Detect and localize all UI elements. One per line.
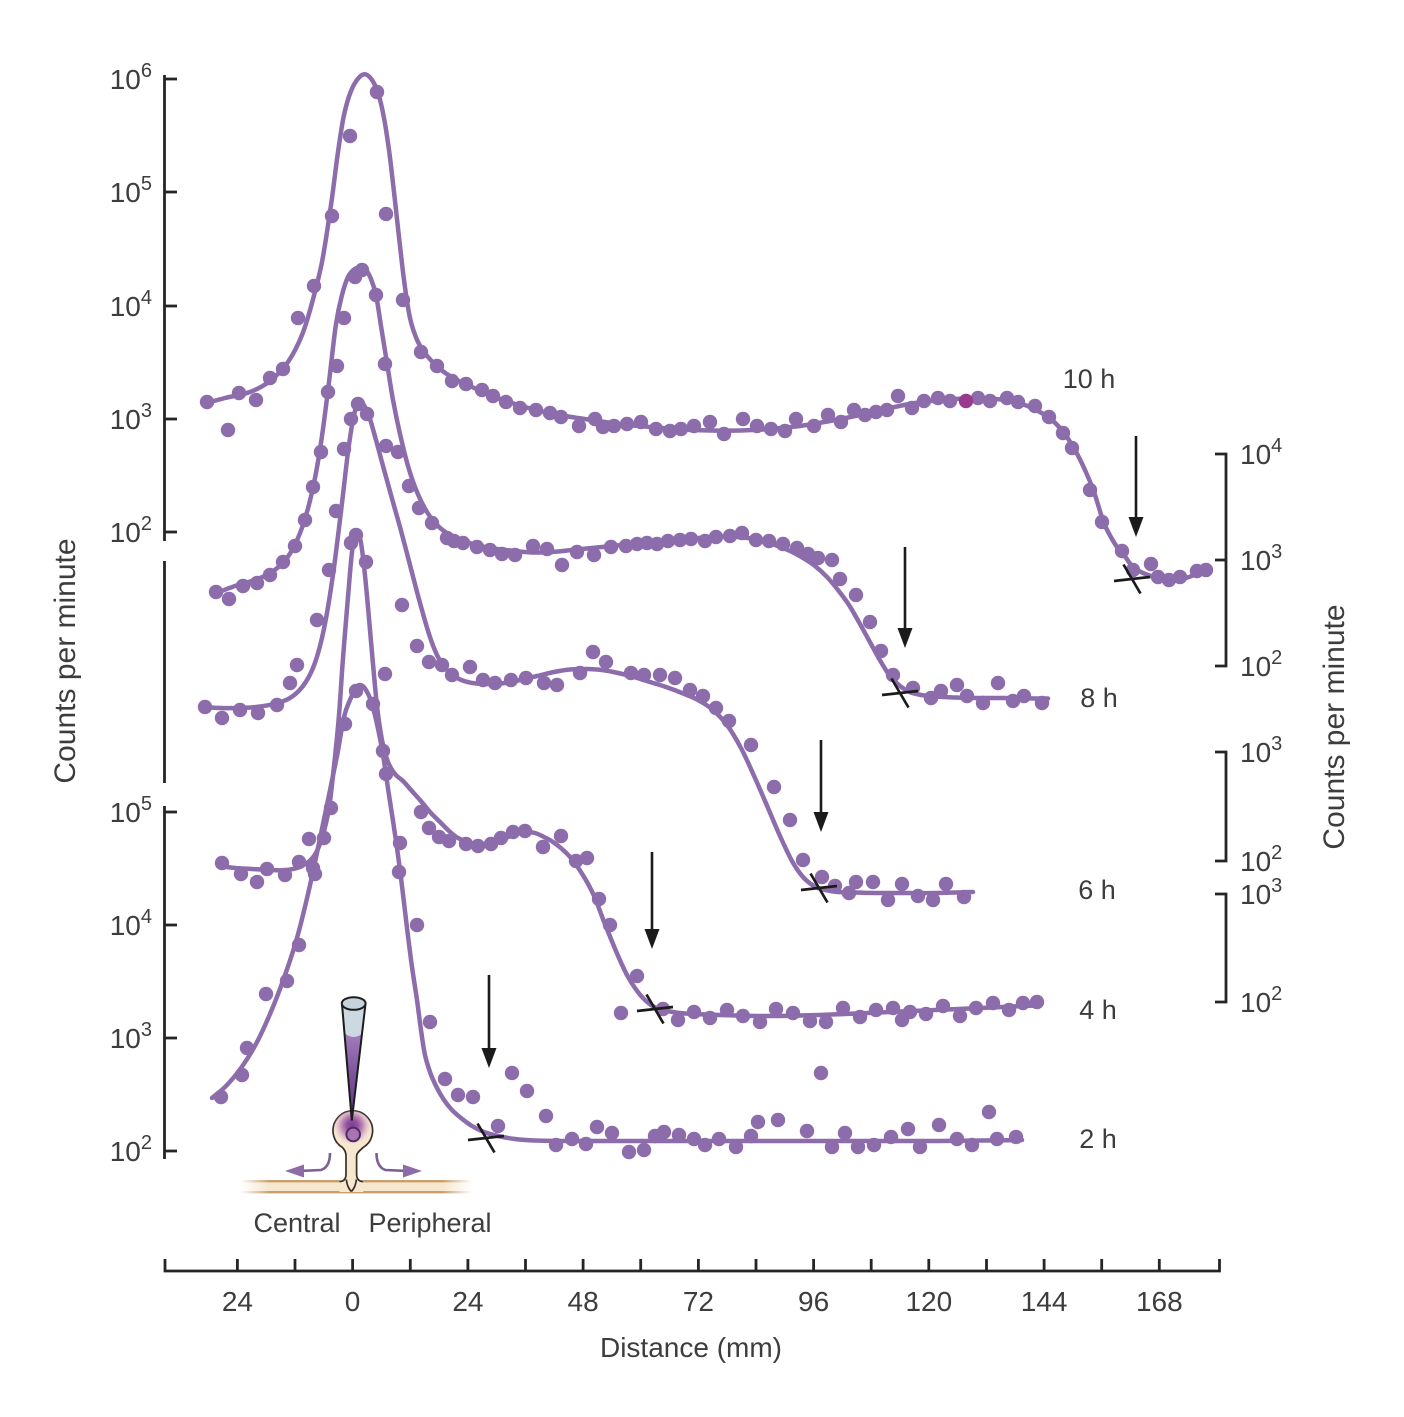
svg-text:4 h: 4 h [1079,995,1117,1025]
svg-text:104: 104 [110,906,152,941]
svg-text:Central: Central [253,1208,340,1238]
svg-text:48: 48 [568,1286,599,1317]
svg-text:96: 96 [798,1286,829,1317]
svg-text:Distance (mm): Distance (mm) [600,1332,782,1363]
svg-text:8 h: 8 h [1080,683,1118,713]
svg-text:6 h: 6 h [1078,875,1116,905]
svg-text:Counts per minute: Counts per minute [49,538,82,783]
svg-text:10 h: 10 h [1063,364,1116,394]
svg-text:168: 168 [1136,1286,1183,1317]
svg-text:Counts per minute: Counts per minute [1318,604,1351,849]
svg-text:72: 72 [683,1286,714,1317]
svg-text:24: 24 [452,1286,483,1317]
svg-text:2 h: 2 h [1079,1124,1117,1154]
svg-text:0: 0 [345,1286,361,1317]
svg-text:24: 24 [222,1286,253,1317]
svg-text:120: 120 [905,1286,952,1317]
svg-text:144: 144 [1021,1286,1068,1317]
svg-text:Peripheral: Peripheral [368,1208,491,1238]
